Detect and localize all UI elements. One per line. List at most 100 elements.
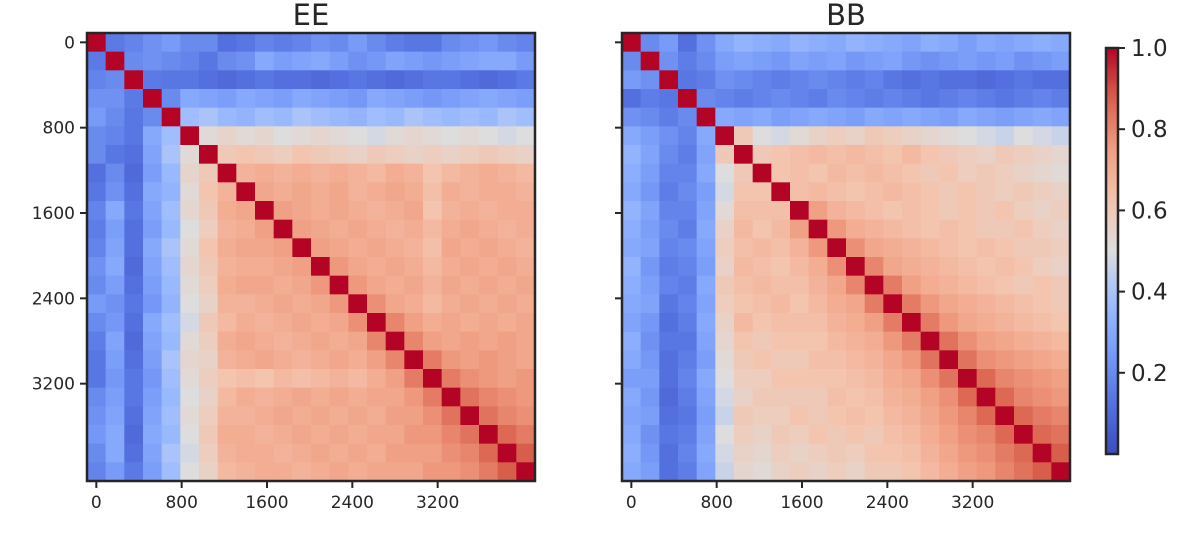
- heatmap-cell: [255, 425, 275, 445]
- heatmap-cell: [105, 219, 125, 239]
- panel-title-bb: BB: [826, 0, 866, 32]
- heatmap-cell: [292, 275, 312, 295]
- heatmap-cell: [180, 163, 200, 183]
- heatmap-cell: [105, 443, 125, 463]
- heatmap-cell: [864, 443, 884, 463]
- heatmap-cell: [87, 331, 107, 351]
- heatmap-cell: [124, 257, 144, 277]
- heatmap-cell: [497, 238, 517, 258]
- heatmap-cell: [143, 313, 163, 333]
- heatmap-cell: [423, 126, 443, 146]
- heatmap-cell: [976, 70, 996, 90]
- heatmap-cell: [678, 182, 698, 202]
- heatmap-cell: [516, 182, 536, 202]
- heatmap-cell: [734, 107, 754, 127]
- heatmap-cell: [622, 89, 642, 109]
- heatmap-cell: [460, 163, 480, 183]
- heatmap-cell: [678, 219, 698, 239]
- heatmap-cell: [292, 163, 312, 183]
- heatmap-cell: [939, 145, 959, 165]
- heatmap-cell: [311, 89, 331, 109]
- heatmap-cell: [640, 201, 660, 221]
- heatmap-cell: [920, 294, 940, 314]
- heatmap-cell: [217, 462, 237, 482]
- heatmap-cell: [939, 294, 959, 314]
- heatmap-cell: [329, 425, 349, 445]
- heatmap-cell: [939, 70, 959, 90]
- heatmap-cell: [311, 331, 331, 351]
- heatmap-cell: [516, 257, 536, 277]
- heatmap-cells-bb: [622, 33, 1071, 482]
- heatmap-cell: [752, 406, 772, 426]
- heatmap-cell: [883, 462, 903, 482]
- heatmap-cell: [348, 201, 368, 221]
- heatmap-cell: [348, 387, 368, 407]
- heatmap-cell: [217, 425, 237, 445]
- heatmap-cell: [161, 238, 181, 258]
- heatmap-cell: [87, 313, 107, 333]
- heatmap-cell: [995, 257, 1015, 277]
- heatmap-cell: [273, 238, 293, 258]
- heatmap-cell: [441, 219, 461, 239]
- heatmap-cell: [348, 163, 368, 183]
- heatmap-cell: [846, 89, 866, 109]
- heatmap-cell: [846, 294, 866, 314]
- heatmap-cell: [385, 313, 405, 333]
- heatmap-cell: [790, 51, 810, 71]
- heatmap-cell: [1051, 70, 1071, 90]
- heatmap-cell: [1014, 145, 1034, 165]
- heatmap-cell: [659, 350, 679, 370]
- heatmap-cell: [640, 257, 660, 277]
- heatmap-cell: [920, 89, 940, 109]
- heatmap-cell: [902, 294, 922, 314]
- heatmap-cell: [640, 163, 660, 183]
- heatmap-cell: [864, 387, 884, 407]
- heatmap-cell: [995, 219, 1015, 239]
- heatmap-cell: [846, 406, 866, 426]
- heatmap-cell: [1051, 369, 1071, 389]
- heatmap-cell: [441, 51, 461, 71]
- heatmap-cell: [105, 182, 125, 202]
- heatmap-cell: [441, 145, 461, 165]
- heatmap-cell: [143, 406, 163, 426]
- heatmap-cell: [180, 257, 200, 277]
- heatmap-cell: [696, 51, 716, 71]
- heatmap-cell: [105, 425, 125, 445]
- heatmap-cell: [329, 89, 349, 109]
- heatmap-cell: [217, 294, 237, 314]
- heatmap-cell: [460, 201, 480, 221]
- heatmap-cell: [640, 182, 660, 202]
- heatmap-cell: [1032, 425, 1052, 445]
- heatmap-cell: [441, 238, 461, 258]
- heatmap-cell: [678, 145, 698, 165]
- heatmap-cell: [995, 51, 1015, 71]
- heatmap-cell: [423, 51, 443, 71]
- heatmap-cell: [161, 126, 181, 146]
- heatmap-cell: [622, 387, 642, 407]
- heatmap-cell: [105, 89, 125, 109]
- heatmap-cell: [460, 70, 480, 90]
- heatmap-cell: [752, 219, 772, 239]
- heatmap-cell: [255, 313, 275, 333]
- heatmap-cell: [678, 107, 698, 127]
- heatmap-cell: [920, 443, 940, 463]
- heatmap-cell: [292, 294, 312, 314]
- heatmap-cell: [864, 145, 884, 165]
- heatmap-cell: [87, 51, 107, 71]
- heatmap-cell: [311, 425, 331, 445]
- heatmap-cell: [404, 275, 424, 295]
- heatmap-cell: [273, 275, 293, 295]
- heatmap-cell: [292, 238, 312, 258]
- heatmap-cell: [883, 387, 903, 407]
- heatmap-cell: [460, 387, 480, 407]
- heatmap-cell: [976, 387, 996, 407]
- heatmap-cell: [715, 182, 735, 202]
- heatmap-cell: [292, 462, 312, 482]
- heatmap-cell: [640, 443, 660, 463]
- heatmap-cell: [696, 257, 716, 277]
- heatmap-cell: [124, 350, 144, 370]
- heatmap-cell: [124, 145, 144, 165]
- heatmap-cell: [292, 107, 312, 127]
- heatmap-cell: [1032, 406, 1052, 426]
- heatmap-cell: [124, 369, 144, 389]
